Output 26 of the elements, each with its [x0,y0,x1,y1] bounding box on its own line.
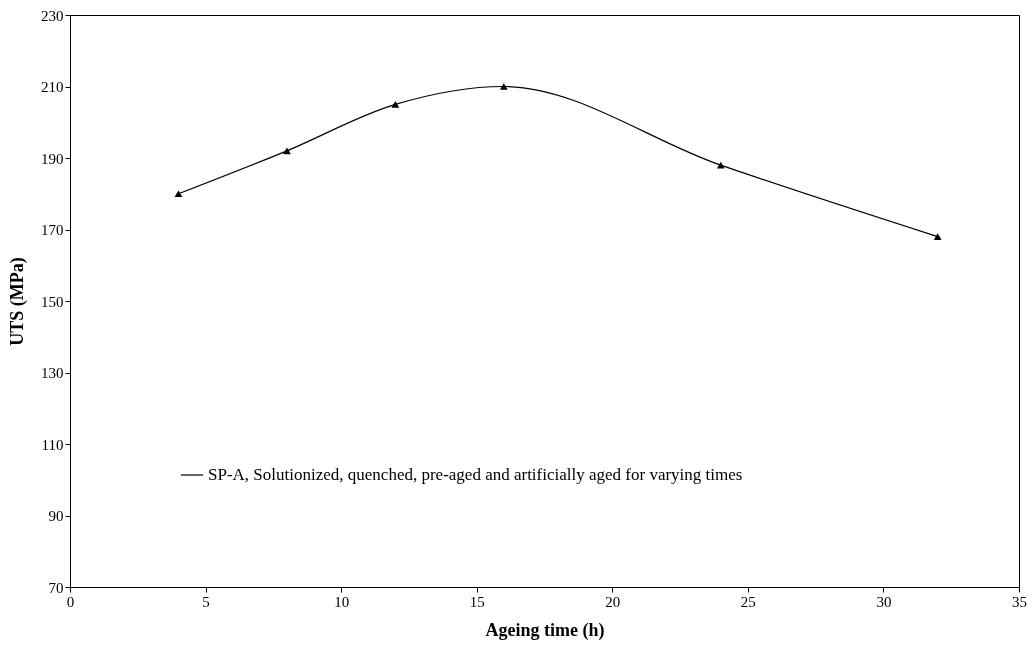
x-tick-label: 15 [469,593,485,610]
y-tick-label: 230 [41,7,64,24]
point [499,83,508,90]
legend-label: SP-A, Solutionized, quenched, pre-aged and artificially aged for varying times [208,465,743,484]
x-tick-label: 10 [334,593,350,610]
point [391,101,400,108]
x-axis-title: Ageing time (h) [485,619,605,641]
y-tick-label: 110 [41,436,64,453]
y-axis-title: UTS (MPa) [7,257,28,346]
x-tick-label: 35 [1012,593,1027,610]
y-tick-label: 170 [41,222,64,238]
y-tick-label: 190 [41,150,64,167]
y-tick-label: 150 [41,293,64,310]
x-tick-label: 30 [876,593,892,610]
x-tick-label: 20 [605,593,621,610]
y-tick-label: 130 [41,365,64,381]
y-tick-label: 90 [48,508,64,524]
y-tick-label: 70 [48,579,64,596]
x-tick-label: 25 [740,593,756,610]
x-tick-label: 5 [202,593,210,610]
point [283,147,291,155]
y-tick-label: 210 [41,79,64,95]
point [174,190,183,198]
point [933,233,942,240]
point [716,161,725,169]
x-tick-label: 0 [66,593,75,610]
